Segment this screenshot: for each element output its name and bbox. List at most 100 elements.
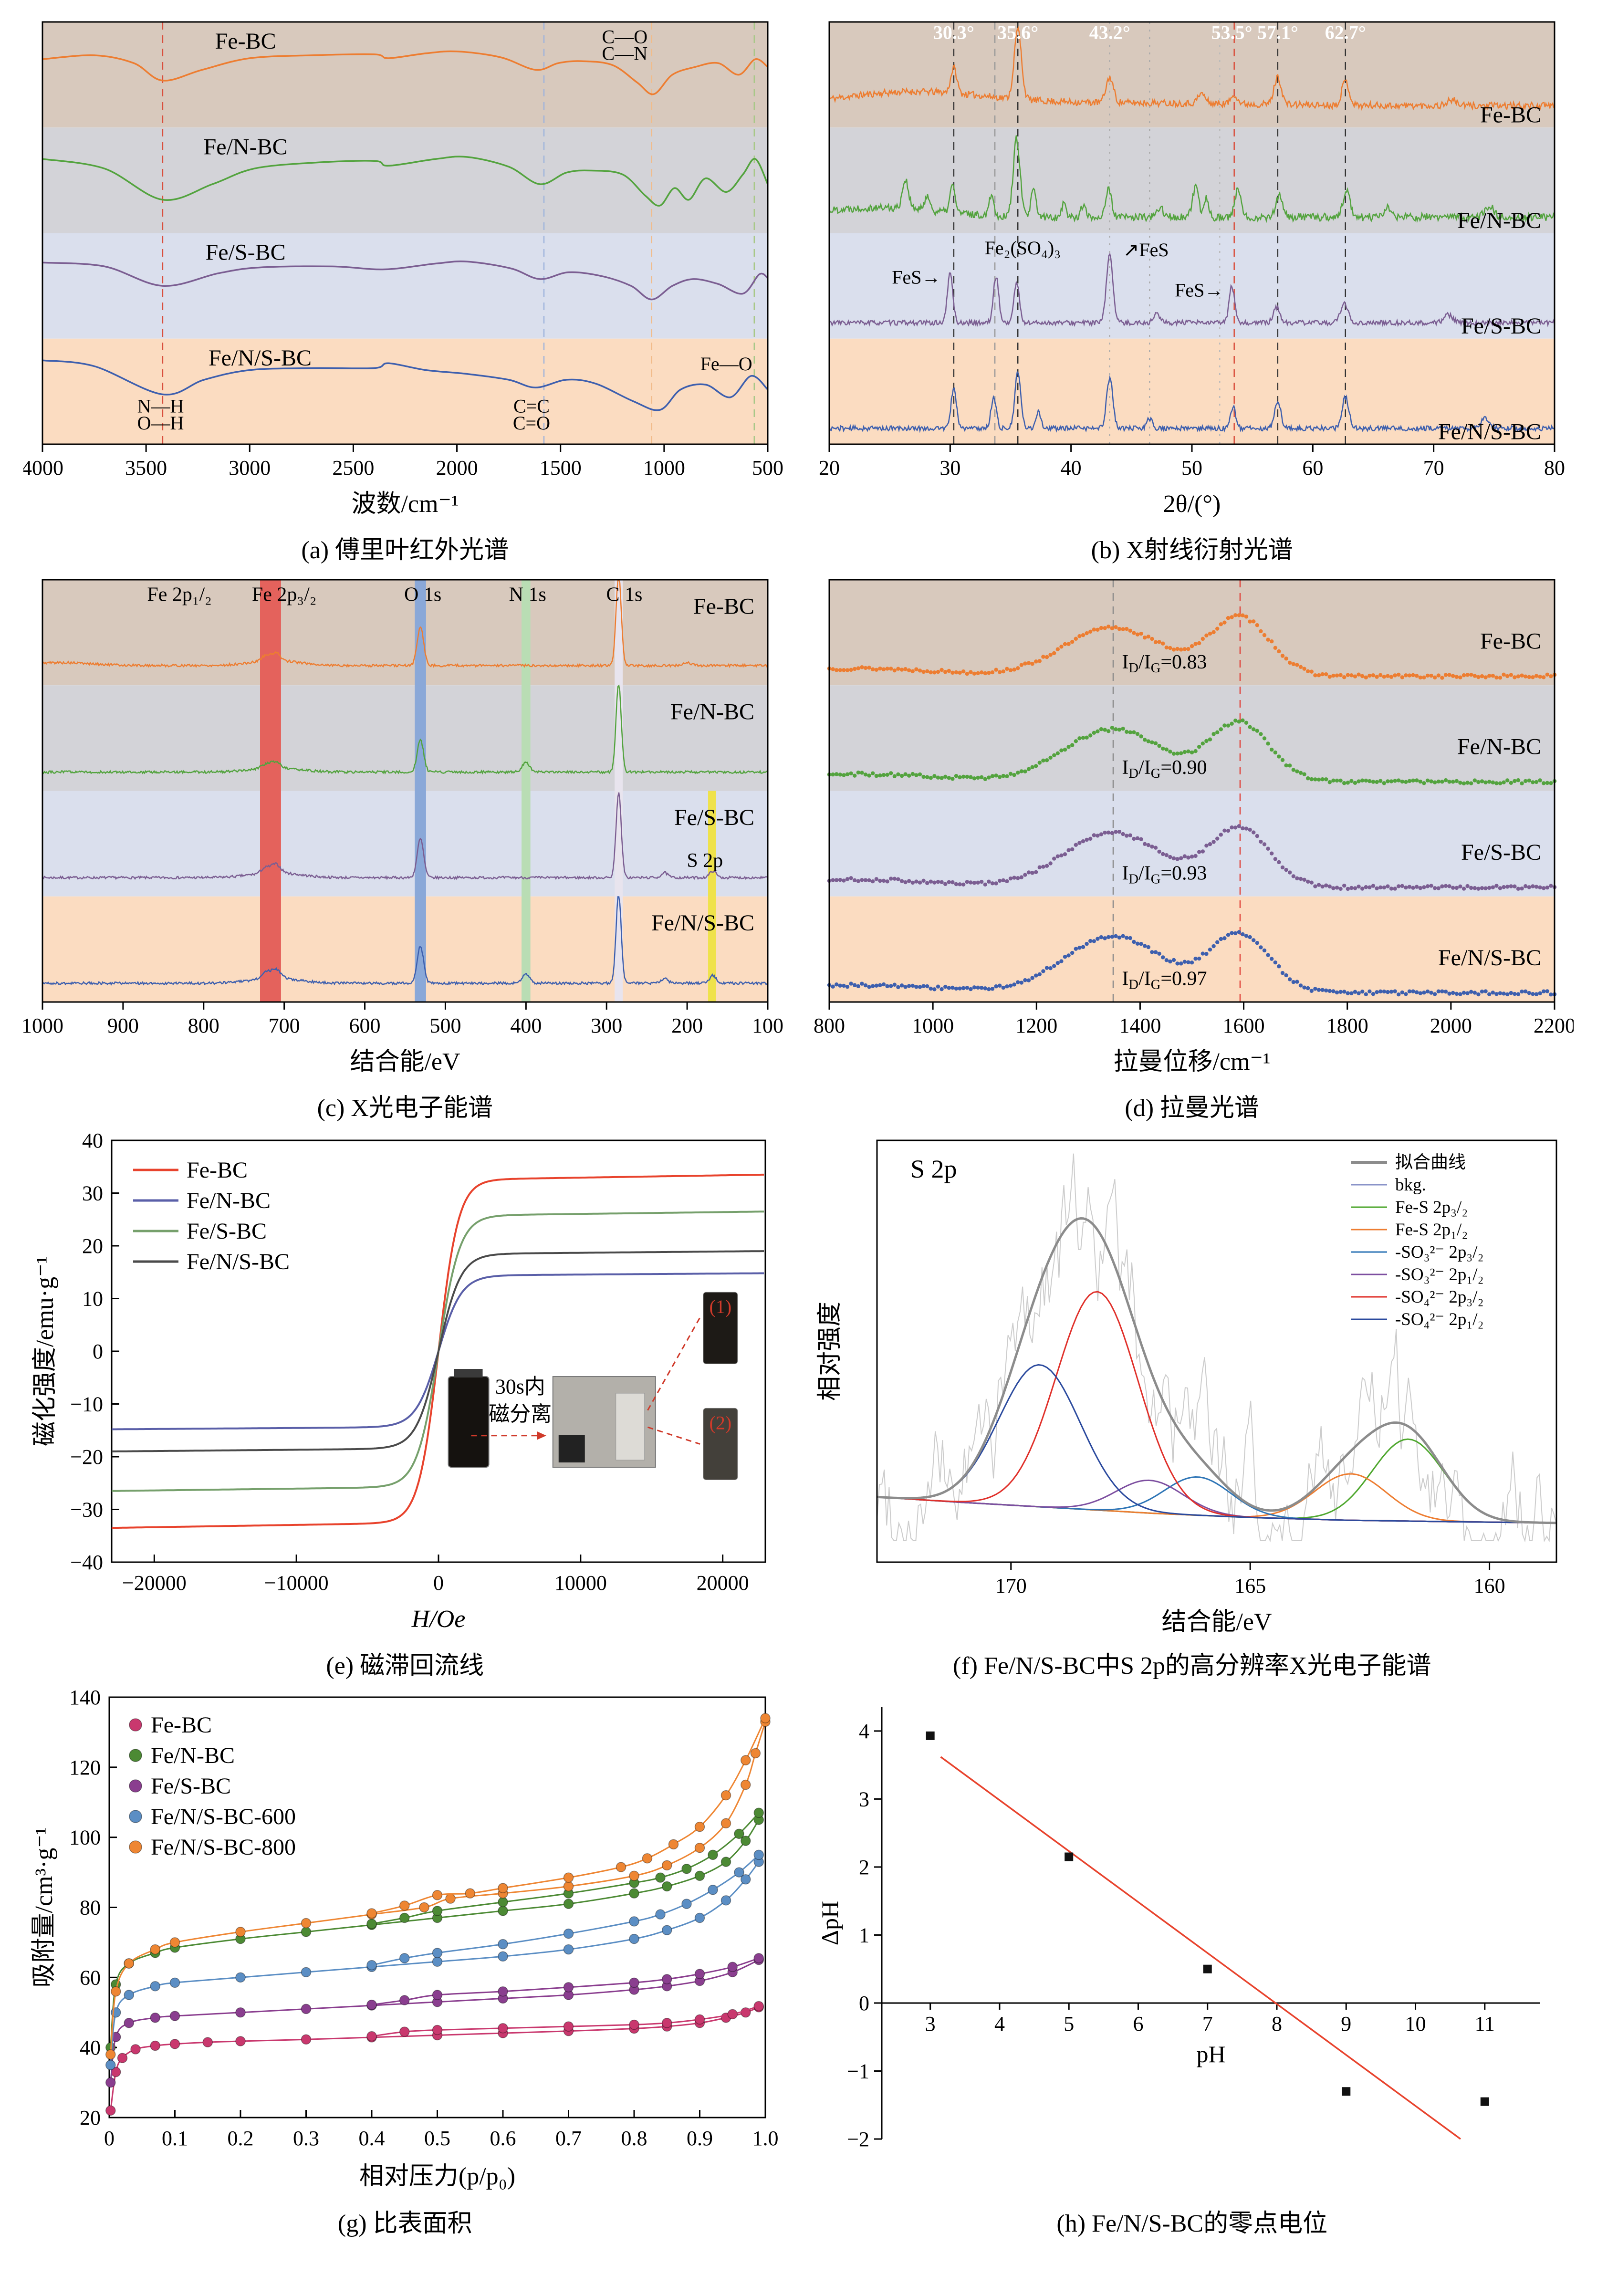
x-tick-label: 5 (1064, 2012, 1074, 2035)
y-tick-label: 2 (859, 1856, 869, 1879)
marker (681, 1899, 692, 1909)
chart-bet: 20 40 60 80 100 120 140 0 0.1 0.2 0.3 0.4 0.5 0.6 0.7 0… (31, 1686, 779, 2190)
x-tick-label: 30 (940, 456, 961, 480)
marker (235, 1927, 246, 1937)
panel-ftir: Fe-BC Fe/N-BC Fe/S-BC Fe/N/S-BC C—O C—N N—H O—H… (17, 12, 793, 565)
x-tick-label: 1800 (1326, 1014, 1368, 1037)
marker (366, 2031, 377, 2042)
x-tick-label: 200 (671, 1014, 703, 1037)
marker (169, 2039, 180, 2049)
annotation: ID​/IG​=0.90 (1122, 757, 1207, 781)
x-tick-label: 1400 (1119, 1014, 1161, 1037)
y-tick-label: 3 (859, 1787, 869, 1811)
y-axis-label: ΔpH (816, 1901, 843, 1945)
annotation: ID​/IG​=0.97 (1122, 968, 1207, 992)
caption-s2p-xps: (f) Fe/N/S-BC中S 2p的高分辨率X光电子能谱 (953, 1652, 1431, 1680)
x-tick-label: 800 (188, 1014, 219, 1037)
x-tick-label: 9 (1341, 2012, 1352, 2035)
band-label: Fe/N/S-BC (651, 910, 754, 936)
marker (753, 1807, 764, 1818)
x-axis-label: 结合能/eV (350, 1048, 460, 1075)
band-bg (829, 127, 1555, 233)
highlight-stripe (708, 791, 716, 1002)
marker (694, 2014, 705, 2025)
x-tick-label: 1200 (1016, 1014, 1058, 1037)
annotation: 30.3° (933, 21, 974, 43)
marker (445, 1893, 456, 1904)
x-tick-label: 500 (752, 456, 783, 480)
plot-border (828, 579, 1555, 1003)
caption-ftir: (a) 傅里叶红外光谱 (301, 537, 509, 564)
caption-bet: (g) 比表面积 (337, 2210, 472, 2237)
inset-action-label: 磁分离 (489, 1402, 552, 1426)
marker (740, 1874, 751, 1885)
marker (629, 2019, 639, 2030)
marker (169, 2011, 180, 2021)
x-tick-label: 0.7 (555, 2127, 582, 2150)
y-tick-label: 0 (859, 1992, 869, 2015)
band-bg (42, 685, 768, 791)
marker (301, 1918, 311, 1929)
band-label: Fe/N/S-BC (209, 345, 312, 371)
x-tick-label: 50 (1181, 456, 1202, 480)
marker (202, 2037, 213, 2047)
annotation: C=C (513, 396, 550, 417)
y-tick-label: −1 (847, 2059, 869, 2083)
x-tick-label: 10 (1405, 2012, 1426, 2035)
x-axis-label: 相对压力(p/p₀) (359, 2163, 515, 2190)
marker (110, 1986, 121, 1997)
chart-xps-survey: Fe-BC Fe/N-BC Fe/S-BC Fe/N/S-BC Fe 2p₁/₂ Fe 2… (23, 579, 783, 1075)
legend-label: -SO₃²⁻ 2p₁/₂ (1395, 1265, 1483, 1284)
y-tick-label: 1 (859, 1923, 869, 1947)
fit-line (940, 1756, 1461, 2140)
x-axis-label: H/Oe (411, 1606, 465, 1633)
legend-swatch (129, 1840, 142, 1854)
legend-label: Fe/S-BC (187, 1219, 267, 1244)
marker (235, 1972, 246, 1983)
marker (661, 1860, 672, 1871)
band-bg (42, 127, 768, 233)
marker (681, 1863, 692, 1874)
band-bg (42, 580, 768, 686)
x-axis-label: 结合能/eV (1162, 1608, 1272, 1636)
data-point (1065, 1852, 1074, 1861)
marker (235, 2007, 246, 2018)
marker (498, 1906, 508, 1916)
legend-label: Fe/N/S-BC-800 (151, 1835, 296, 1860)
series-line (829, 26, 1555, 111)
plot-border (42, 579, 769, 1003)
plot-border (42, 21, 769, 445)
y-axis-label: 相对强度 (816, 1302, 844, 1401)
x-tick-label: 20 (819, 456, 840, 480)
x-tick-label: 1000 (912, 1014, 954, 1037)
marker (563, 1899, 574, 1909)
highlight-stripe (614, 580, 623, 1002)
x-tick-label: 0 (433, 1571, 444, 1595)
marker (655, 1909, 666, 1920)
series-line (829, 252, 1555, 328)
marker (498, 1897, 508, 1908)
marker (727, 1962, 738, 1972)
chart-hysteresis: −40 −30 −20 −10 0 10 20 30 40 −20000 −10000 0 10000 2… (31, 1129, 766, 1633)
x-tick-label: 8 (1272, 2012, 1282, 2035)
band-label: Fe/N-BC (1457, 208, 1541, 233)
x-tick-label: 700 (268, 1014, 300, 1037)
y-tick-label: −20 (70, 1445, 103, 1469)
x-tick-label: 0.6 (490, 2127, 516, 2150)
y-tick-label: −10 (70, 1393, 103, 1416)
chart-s2p-xps: 170 165 160 结合能/eV 相对强度 S 2p 拟合曲线 bkg. Fe-S 2p₃/… (816, 1139, 1557, 1636)
x-tick-label: 60 (1303, 456, 1324, 480)
y-tick-label: 80 (80, 1896, 101, 1920)
panel-title: S 2p (910, 1155, 957, 1183)
inset-photo-vial-2 (703, 1408, 738, 1480)
marker (419, 1902, 429, 1913)
x-tick-label: 0 (104, 2127, 115, 2150)
marker (498, 1951, 508, 1962)
marker (708, 1849, 718, 1860)
y-tick-label: 40 (80, 2036, 101, 2059)
annotation: FeS→ (892, 267, 941, 288)
marker (720, 1818, 731, 1829)
series-line (42, 359, 768, 411)
series-line (42, 896, 768, 986)
